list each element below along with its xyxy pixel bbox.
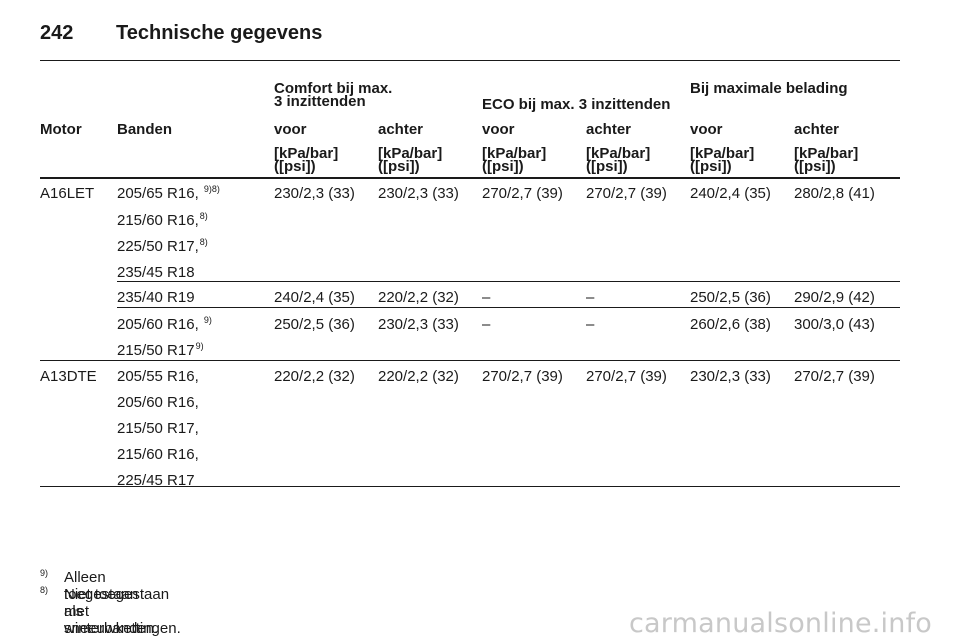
col-header-banden: Banden xyxy=(117,121,173,138)
footnote-ref: 8) xyxy=(199,237,208,247)
footnote-text: Niet toegestaan met sneeuwkettingen. xyxy=(64,586,181,637)
pressure-cell: 220/2,2 (32) xyxy=(378,289,459,306)
unit-header-line1: [kPa/bar] xyxy=(586,145,651,162)
col-header-voor: voor xyxy=(482,121,515,138)
unit-header-line2: ([psi]) xyxy=(378,158,420,175)
footnote-mark: 8) xyxy=(40,585,49,595)
pressure-cell: 230/2,3 (33) xyxy=(274,185,355,202)
col-header-achter: achter xyxy=(378,121,424,138)
unit-header-line2: ([psi]) xyxy=(690,158,732,175)
unit-header-line2: ([psi]) xyxy=(794,158,836,175)
unit-header-line1: [kPa/bar] xyxy=(274,145,339,162)
page-header: 242 Technische gegevens xyxy=(40,22,322,45)
pressure-cell: 230/2,3 (33) xyxy=(690,368,771,385)
col-header-voor: voor xyxy=(690,121,723,138)
pressure-cell: 240/2,4 (35) xyxy=(274,289,355,306)
pressure-cell: 290/2,9 (42) xyxy=(794,289,875,306)
tyre-size: 215/60 R16, xyxy=(117,446,199,463)
max-load-header: Bij maximale belading xyxy=(690,80,848,97)
pressure-cell: 250/2,5 (36) xyxy=(274,316,355,333)
pressure-cell: – xyxy=(482,316,491,333)
comfort-header-line1: Comfort bij max. xyxy=(274,80,393,97)
tyre-size: 205/55 R16, xyxy=(117,368,199,385)
motor-cell: A13DTE xyxy=(40,368,97,385)
pressure-cell: 250/2,5 (36) xyxy=(690,289,771,306)
col-header-achter: achter xyxy=(586,121,632,138)
unit-header-line2: ([psi]) xyxy=(274,158,316,175)
top-rule xyxy=(40,60,900,61)
pressure-cell: – xyxy=(586,316,595,333)
tyre-size: 215/50 R17, xyxy=(117,420,199,437)
tyre-size: 235/45 R18 xyxy=(117,264,195,281)
col-header-achter: achter xyxy=(794,121,840,138)
footnote-ref: 9) xyxy=(195,341,204,351)
unit-header-line2: ([psi]) xyxy=(586,158,628,175)
unit-header-line1: [kPa/bar] xyxy=(794,145,859,162)
footnote-mark: 9) xyxy=(40,568,49,578)
tyre-size: 205/65 R16, 9)8) xyxy=(117,184,220,203)
tyre-size: 225/50 R17,8) xyxy=(117,237,208,256)
pressure-cell: 280/2,8 (41) xyxy=(794,185,875,202)
watermark: carmanualsonline.info xyxy=(629,608,932,639)
page-number: 242 xyxy=(40,22,74,44)
pressure-cell: 270/2,7 (39) xyxy=(586,185,667,202)
tyre-size: 215/50 R179) xyxy=(117,341,204,360)
row-rule xyxy=(117,281,900,282)
comfort-header-line2: 3 inzittenden xyxy=(274,93,366,110)
unit-header-line1: [kPa/bar] xyxy=(482,145,547,162)
eco-header: ECO bij max. 3 inzittenden xyxy=(482,96,671,113)
pressure-cell: 220/2,2 (32) xyxy=(378,368,459,385)
col-header-motor: Motor xyxy=(40,121,82,138)
pressure-cell: 230/2,3 (33) xyxy=(378,316,459,333)
pressure-cell: 240/2,4 (35) xyxy=(690,185,771,202)
pressure-cell: 230/2,3 (33) xyxy=(378,185,459,202)
pressure-cell: – xyxy=(482,289,491,306)
tyre-size: 225/45 R17 xyxy=(117,472,195,489)
tyre-size: 205/60 R16, 9) xyxy=(117,315,212,334)
page-title: Technische gegevens xyxy=(116,22,323,44)
col-header-voor: voor xyxy=(274,121,307,138)
tyre-size: 215/60 R16,8) xyxy=(117,211,208,230)
unit-header-line2: ([psi]) xyxy=(482,158,524,175)
pressure-cell: 270/2,7 (39) xyxy=(794,368,875,385)
footnote-ref: 8) xyxy=(199,211,208,221)
header-rule xyxy=(40,177,900,179)
tyre-size: 235/40 R19 xyxy=(117,289,195,306)
footnote-ref: 9)8) xyxy=(203,184,220,194)
pressure-cell: 270/2,7 (39) xyxy=(482,368,563,385)
row-rule xyxy=(40,360,900,361)
motor-cell: A16LET xyxy=(40,185,95,202)
pressure-cell: 260/2,6 (38) xyxy=(690,316,771,333)
footnote-ref: 9) xyxy=(203,315,212,325)
table-bottom-rule xyxy=(40,486,900,487)
unit-header-line1: [kPa/bar] xyxy=(378,145,443,162)
footnote-text: Alleen toegestaan als winterbanden. xyxy=(64,569,159,637)
row-rule xyxy=(117,307,900,308)
pressure-cell: 220/2,2 (32) xyxy=(274,368,355,385)
pressure-cell: – xyxy=(586,289,595,306)
pressure-cell: 270/2,7 (39) xyxy=(482,185,563,202)
unit-header-line1: [kPa/bar] xyxy=(690,145,755,162)
tyre-size: 205/60 R16, xyxy=(117,394,199,411)
pressure-cell: 270/2,7 (39) xyxy=(586,368,667,385)
pressure-cell: 300/3,0 (43) xyxy=(794,316,875,333)
